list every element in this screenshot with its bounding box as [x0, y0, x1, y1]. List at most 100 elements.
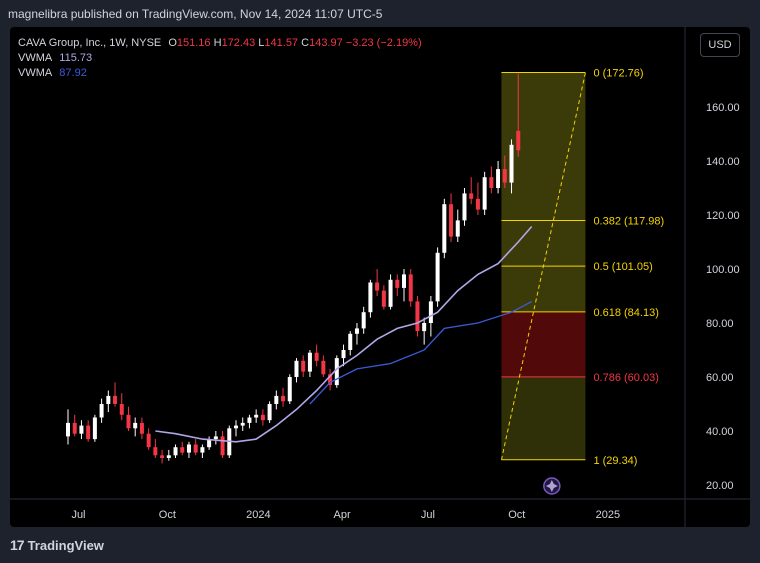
candle-body [455, 220, 460, 237]
time-tick-label: 2025 [596, 509, 620, 521]
candle-body [220, 436, 225, 456]
candle-body [388, 279, 393, 307]
candle-body [422, 323, 427, 332]
candle-body [509, 144, 514, 183]
candle-body [240, 422, 245, 426]
change-value: −3.23 (−2.19%) [345, 37, 422, 49]
close-value: 143.97 [309, 37, 343, 49]
vwma1-row[interactable]: VWMA 115.73 [18, 51, 422, 66]
candle-body [234, 425, 238, 429]
candle-body [153, 447, 158, 456]
fib-zone-upper [501, 72, 586, 312]
candle-body [247, 417, 252, 423]
candle-body [166, 455, 171, 458]
candle-body [301, 360, 306, 372]
chart-panel[interactable]: 0 (172.76) 0.382 (117.98) 0.5 (101.05) 0.61… [10, 27, 750, 527]
price-tick-label: 140.00 [706, 156, 740, 168]
price-tick-label: 100.00 [706, 264, 740, 276]
price-tick-label: 80.00 [706, 318, 734, 330]
candle-body [381, 290, 386, 307]
candle-body [213, 436, 218, 440]
candle-body [462, 193, 467, 221]
candle-body [173, 447, 178, 456]
candle-body [402, 274, 406, 288]
price-chart[interactable]: 0 (172.76) 0.382 (117.98) 0.5 (101.05) 0.61… [10, 27, 750, 527]
candle-body [475, 198, 480, 210]
candle-body [160, 455, 165, 458]
candle-body [469, 193, 474, 199]
candle-body [126, 414, 131, 429]
vwma2-line [309, 301, 533, 405]
candle-body [321, 360, 326, 375]
candle-body [119, 404, 124, 415]
candle-body [99, 404, 104, 418]
candle-body [395, 279, 400, 288]
candle-body [314, 352, 319, 361]
fib-label-0-786: 0.786 (60.03) [593, 372, 658, 384]
time-tick-label: Jul [421, 509, 435, 521]
candle-body [92, 417, 97, 440]
candle-body [180, 447, 185, 453]
candle-body [435, 252, 440, 302]
candle-body [361, 312, 366, 329]
vwma2-label: VWMA [18, 67, 53, 79]
candle-body [267, 404, 272, 421]
vwma1-value: 115.73 [59, 52, 93, 64]
close-label: C [301, 37, 310, 49]
price-tick-label: 20.00 [706, 480, 734, 492]
candle-body [193, 444, 198, 453]
vwma2-row[interactable]: VWMA 87.92 [18, 66, 422, 81]
candle-body [415, 301, 420, 332]
open-label: O [168, 37, 177, 49]
low-value: 141.57 [264, 37, 299, 49]
low-label: L [258, 37, 265, 49]
candle-body [428, 301, 433, 323]
candle-body [79, 425, 84, 434]
candle-body [354, 328, 359, 334]
candle-body [516, 130, 521, 151]
candle-body [113, 395, 118, 404]
chart-legend: CAVA Group, Inc., 1W, NYSE O151.16 H172.… [18, 36, 422, 81]
fib-trend-line [500, 72, 586, 460]
fib-zone-lower [501, 376, 586, 460]
brand-name: TradingView [27, 537, 104, 553]
candle-body [482, 177, 487, 210]
time-tick-label: Oct [508, 509, 525, 521]
vwma1-label: VWMA [18, 52, 53, 64]
time-tick-label: Apr [334, 509, 351, 521]
high-label: H [213, 37, 222, 49]
candle-body [186, 444, 191, 453]
candle-body [341, 350, 346, 359]
candle-body [106, 395, 111, 404]
price-tick-label: 120.00 [706, 210, 740, 222]
candle-body [294, 360, 299, 377]
candle-body [207, 439, 212, 448]
candle-body [334, 358, 339, 386]
symbol-label[interactable]: CAVA Group, Inc., 1W, NYSE [18, 37, 162, 49]
high-value: 172.43 [221, 37, 256, 49]
footer-branding[interactable]: 17 TradingView [10, 537, 104, 553]
candle-body [449, 204, 454, 237]
candle-body [146, 433, 151, 448]
time-tick-label: Oct [159, 509, 176, 521]
time-tick-label: 2024 [246, 509, 270, 521]
fib-label-0-618: 0.618 (84.13) [593, 307, 658, 319]
candle-body [274, 395, 279, 404]
candle-body [502, 169, 507, 183]
open-value: 151.16 [176, 37, 211, 49]
vwma2-value: 87.92 [59, 67, 87, 79]
fib-zone-red [501, 311, 586, 377]
candle-body [408, 274, 413, 302]
candle-body [139, 422, 144, 434]
fib-label-0-5: 0.5 (101.05) [593, 261, 652, 273]
candle-body [442, 204, 447, 253]
candle-body [72, 422, 77, 434]
candle-body [348, 333, 353, 350]
time-tick-label: Jul [71, 509, 85, 521]
candle-body [496, 169, 501, 188]
candle-body [287, 377, 292, 402]
candle-body [375, 282, 380, 291]
candle-body [281, 395, 286, 402]
currency-button[interactable]: USD [700, 33, 740, 57]
ohlc-row: CAVA Group, Inc., 1W, NYSE O151.16 H172.… [18, 36, 422, 51]
